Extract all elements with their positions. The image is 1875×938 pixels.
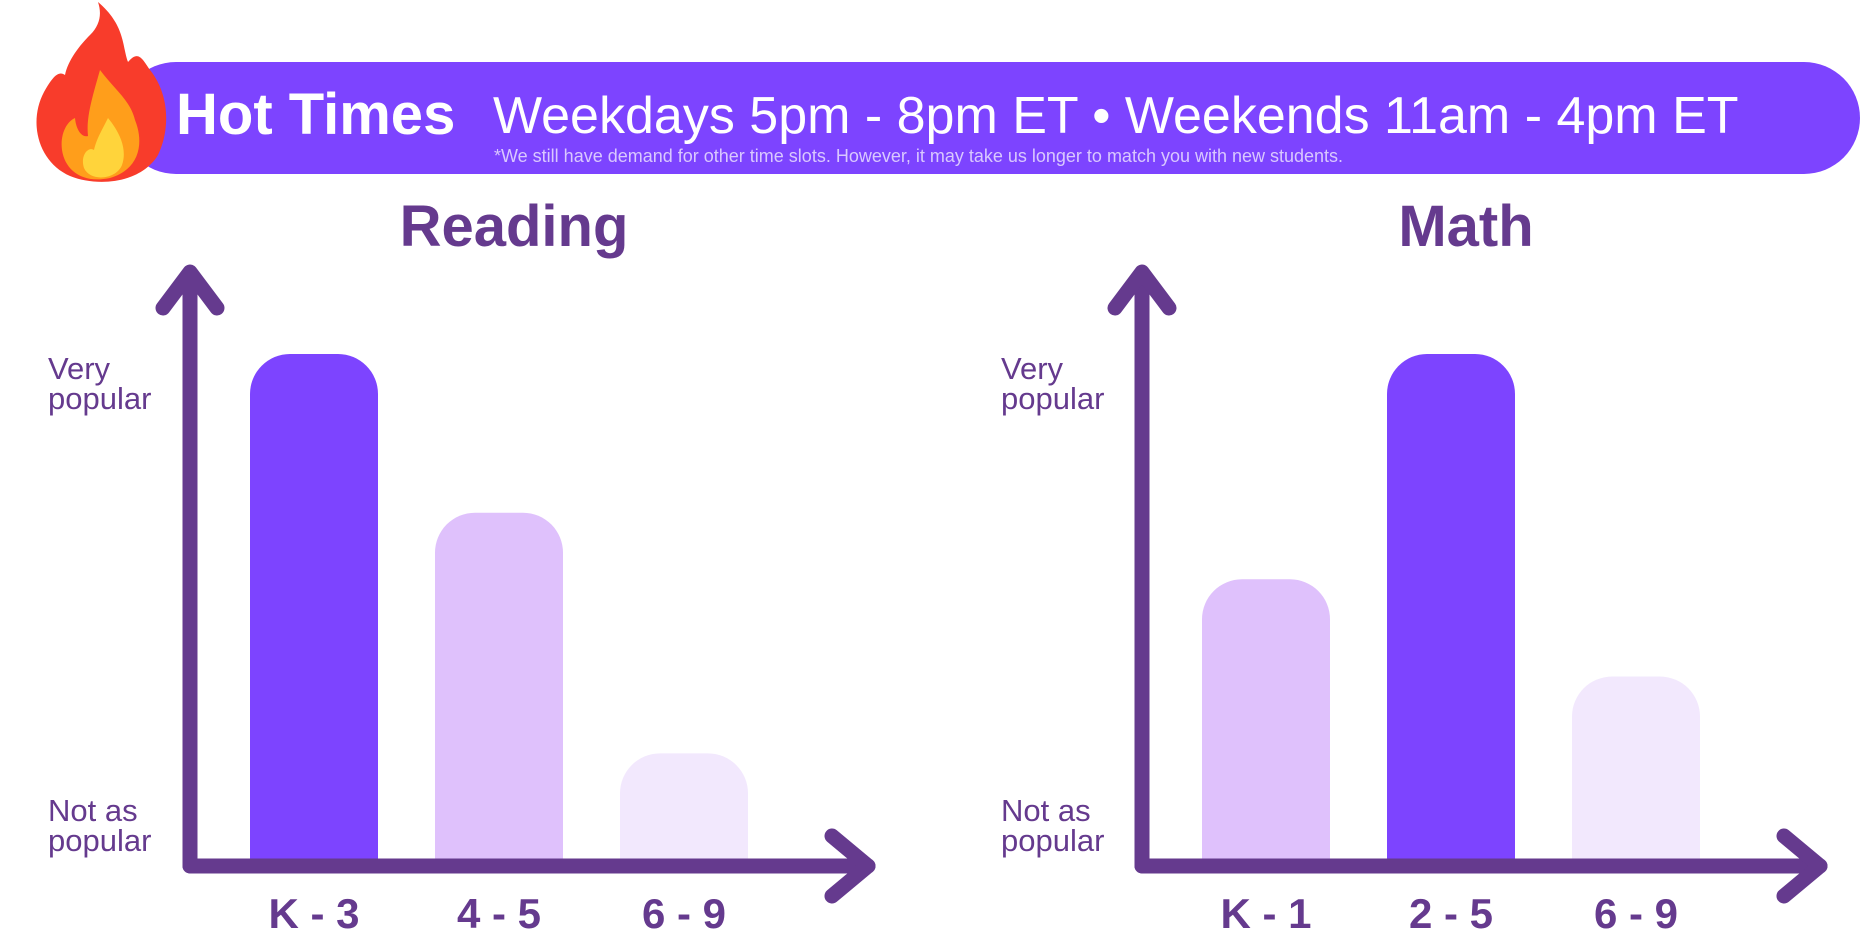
math-x-tick-label: 6 - 9 <box>1594 890 1678 937</box>
math-y-label-top: Very popular <box>1001 351 1105 416</box>
reading-x-axis-arrow <box>824 828 876 904</box>
reading-x-tick-label: 4 - 5 <box>457 890 541 937</box>
reading-bar-2 <box>620 753 748 866</box>
hot-times-banner <box>120 62 1860 174</box>
reading-bar-0 <box>250 354 378 866</box>
flame-inner <box>82 118 124 178</box>
math-bar-0 <box>1202 579 1330 866</box>
banner-note: *We still have demand for other time slo… <box>494 146 1344 166</box>
reading-bar-1 <box>435 512 563 866</box>
math-chart-title: Math <box>1398 194 1534 259</box>
reading-x-tick-label: K - 3 <box>268 890 359 937</box>
banner-title: Hot Times <box>176 82 456 147</box>
math-chart: K - 1 2 - 5 6 - 9 <box>1107 264 1828 937</box>
reading-chart-title: Reading <box>399 194 629 259</box>
math-x-tick-label: 2 - 5 <box>1409 890 1493 937</box>
fire-icon <box>36 2 167 182</box>
reading-y-label-bottom: Not as popular <box>48 793 152 858</box>
math-x-tick-label: K - 1 <box>1220 890 1311 937</box>
math-bar-1 <box>1387 354 1515 866</box>
math-x-axis-arrow <box>1776 828 1828 904</box>
math-y-label-bottom: Not as popular <box>1001 793 1105 858</box>
banner-times: Weekdays 5pm - 8pm ET • Weekends 11am - … <box>493 87 1739 145</box>
math-y-axis-arrow <box>1107 264 1177 316</box>
reading-x-tick-label: 6 - 9 <box>642 890 726 937</box>
math-bar-2 <box>1572 676 1700 866</box>
reading-y-label-top: Very popular <box>48 351 152 416</box>
reading-chart: K - 3 4 - 5 6 - 9 <box>155 264 876 937</box>
reading-y-axis-arrow <box>155 264 225 316</box>
